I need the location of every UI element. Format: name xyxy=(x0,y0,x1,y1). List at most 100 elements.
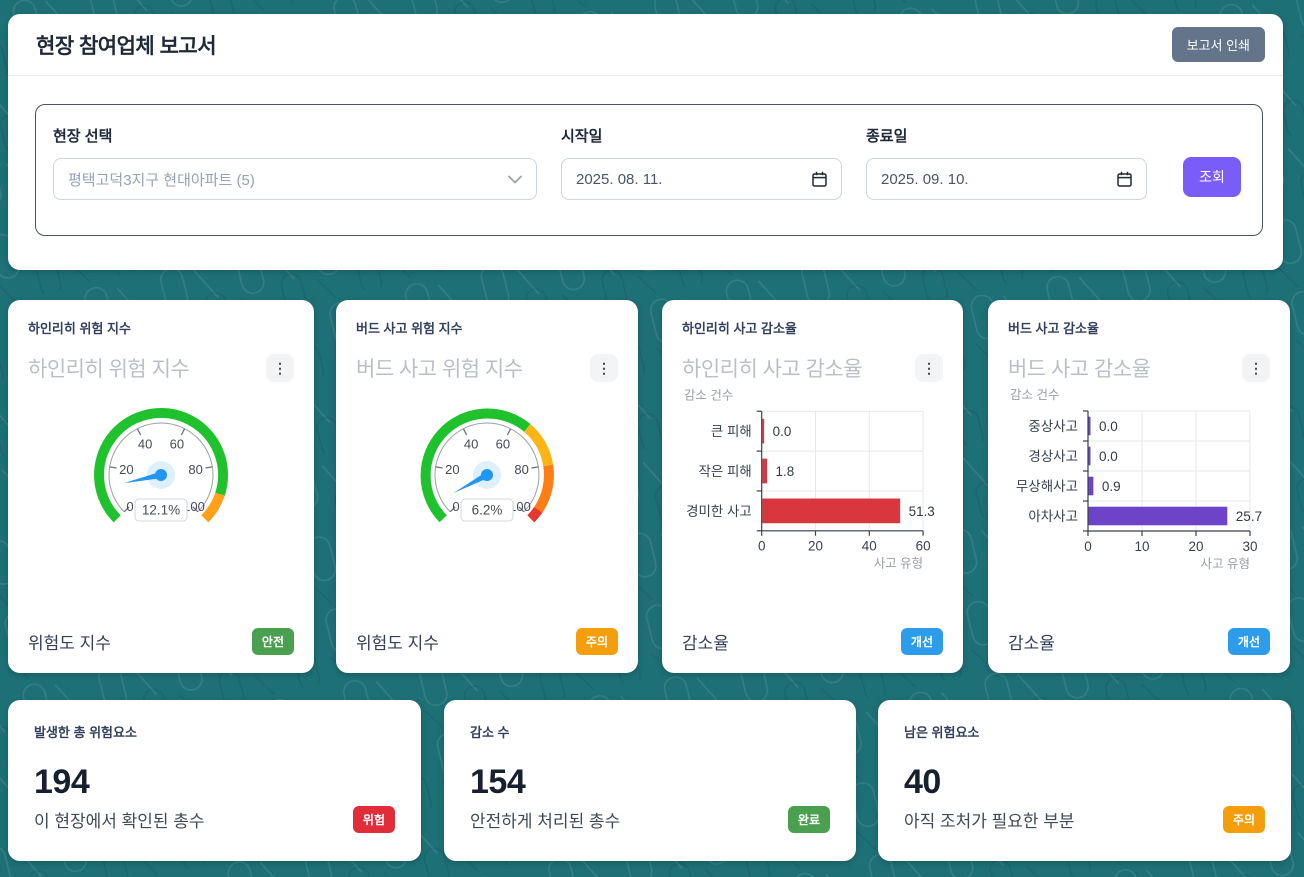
svg-text:감소 건수: 감소 건수 xyxy=(1010,388,1059,402)
svg-text:0.0: 0.0 xyxy=(773,424,792,439)
svg-text:10: 10 xyxy=(1134,539,1149,554)
stat-value: 154 xyxy=(470,763,526,801)
svg-text:0: 0 xyxy=(1084,539,1092,554)
status-badge: 주의 xyxy=(1222,806,1265,833)
heinrich-risk-gauge: 0 20 40 60 80 100 12.1% xyxy=(28,387,294,559)
start-date-label: 시작일 xyxy=(561,128,603,145)
status-badge: 개선 xyxy=(900,628,943,655)
report-panel: 현장 참여업체 보고서 보고서 인쇄 현장 선택 평택고덕3지구 현대아파트 (… xyxy=(8,14,1283,270)
heinrich-reduction-card: 하인리히 사고 감소율 하인리히 사고 감소율 ⋮ 감소 건수 0.0 큰 피해 1.… xyxy=(662,300,963,673)
status-badge: 개선 xyxy=(1227,628,1270,655)
svg-text:80: 80 xyxy=(514,462,528,477)
svg-text:사고 유형: 사고 유형 xyxy=(874,557,923,569)
svg-text:경상사고: 경상사고 xyxy=(1028,449,1078,464)
calendar-icon xyxy=(812,171,827,187)
svg-text:51.3: 51.3 xyxy=(909,504,935,519)
svg-text:40: 40 xyxy=(862,539,877,554)
svg-text:0.9: 0.9 xyxy=(1102,479,1121,494)
chart-title: 하인리히 위험 지수 xyxy=(28,358,190,381)
start-date-value: 2025. 08. 11. xyxy=(576,170,663,188)
svg-text:20: 20 xyxy=(445,462,459,477)
calendar-icon xyxy=(1117,171,1132,187)
status-badge: 안전 xyxy=(251,628,294,655)
start-date-field: 시작일 2025. 08. 11. xyxy=(561,125,842,235)
svg-text:사고 유형: 사고 유형 xyxy=(1201,557,1250,569)
svg-text:0.0: 0.0 xyxy=(1099,449,1118,464)
svg-text:100: 100 xyxy=(509,499,531,514)
footer-label: 감소율 xyxy=(1008,634,1055,653)
reduced-count-card: 감소 수 154 안전하게 처리된 총수 완료 xyxy=(444,700,856,861)
kebab-menu-icon[interactable]: ⋮ xyxy=(1242,354,1270,382)
end-date-field: 종료일 2025. 09. 10. xyxy=(866,125,1147,235)
bird-risk-index-card: 버드 사고 위험 지수 버드 사고 위험 지수 ⋮ 0 20 40 60 80 100 6.… xyxy=(336,300,638,673)
stat-label: 남은 위험요소 xyxy=(904,725,980,740)
site-select-field: 현장 선택 평택고덕3지구 현대아파트 (5) xyxy=(53,125,537,235)
status-badge: 위험 xyxy=(352,806,395,833)
svg-text:0: 0 xyxy=(452,499,459,514)
end-date-label: 종료일 xyxy=(866,128,908,145)
svg-text:1.8: 1.8 xyxy=(776,464,795,479)
svg-text:20: 20 xyxy=(1188,539,1203,554)
svg-text:40: 40 xyxy=(464,436,478,451)
chart-title: 버드 사고 감소율 xyxy=(1008,358,1151,381)
heinrich-reduction-bar-chart: 감소 건수 0.0 큰 피해 1.8 작은 피해 51.3 경미한 사고 0 20 40 60 사고 … xyxy=(682,387,943,569)
bird-reduction-bar-chart: 감소 건수 0.0 중상사고 0.0 경상사고 0.9 무상해사고 25.7 아차사고 0 10 20… xyxy=(1008,387,1270,569)
print-report-button[interactable]: 보고서 인쇄 xyxy=(1171,27,1265,62)
chart-title: 하인리히 사고 감소율 xyxy=(682,358,863,381)
total-hazards-card: 발생한 총 위험요소 194 이 현장에서 확인된 총수 위험 xyxy=(8,700,421,861)
svg-text:60: 60 xyxy=(496,436,510,451)
card-label: 하인리히 위험 지수 xyxy=(28,321,131,336)
page-title: 현장 참여업체 보고서 xyxy=(36,34,217,58)
chart-title: 버드 사고 위험 지수 xyxy=(356,358,523,381)
end-date-value: 2025. 09. 10. xyxy=(881,170,969,188)
bird-risk-gauge: 0 20 40 60 80 100 6.2% xyxy=(356,387,618,559)
svg-text:감소 건수: 감소 건수 xyxy=(684,388,733,402)
svg-text:0: 0 xyxy=(126,499,133,514)
svg-text:큰 피해: 큰 피해 xyxy=(711,424,752,439)
svg-text:30: 30 xyxy=(1242,539,1257,554)
search-button[interactable]: 조회 xyxy=(1183,157,1241,197)
stat-description: 안전하게 처리된 총수 xyxy=(470,812,621,831)
svg-text:80: 80 xyxy=(188,462,202,477)
stat-label: 감소 수 xyxy=(470,725,510,740)
svg-text:0.0: 0.0 xyxy=(1099,419,1118,434)
stat-description: 이 현장에서 확인된 총수 xyxy=(34,812,205,831)
footer-label: 위험도 지수 xyxy=(356,634,439,653)
svg-text:아차사고: 아차사고 xyxy=(1028,509,1078,524)
card-label: 버드 사고 감소율 xyxy=(1008,321,1099,336)
svg-text:25.7: 25.7 xyxy=(1236,509,1262,524)
card-label: 하인리히 사고 감소율 xyxy=(682,321,797,336)
heinrich-risk-index-card: 하인리히 위험 지수 하인리히 위험 지수 ⋮ 0 20 40 60 80 100 12.1… xyxy=(8,300,314,673)
svg-text:40: 40 xyxy=(138,436,152,451)
start-date-input[interactable]: 2025. 08. 11. xyxy=(561,158,842,200)
bird-reduction-card: 버드 사고 감소율 버드 사고 감소율 ⋮ 감소 건수 0.0 중상사고 0.0 경상사… xyxy=(988,300,1290,673)
kebab-menu-icon[interactable]: ⋮ xyxy=(266,354,294,382)
svg-text:60: 60 xyxy=(170,436,184,451)
filter-box: 현장 선택 평택고덕3지구 현대아파트 (5) 시작일 2025. 08. 11… xyxy=(35,104,1263,236)
svg-text:100: 100 xyxy=(183,499,205,514)
stat-label: 발생한 총 위험요소 xyxy=(34,725,137,740)
svg-text:20: 20 xyxy=(808,539,823,554)
footer-label: 감소율 xyxy=(682,634,729,653)
stat-description: 아직 조처가 필요한 부분 xyxy=(904,812,1075,831)
svg-text:0: 0 xyxy=(758,539,765,554)
svg-text:20: 20 xyxy=(119,462,133,477)
card-label: 버드 사고 위험 지수 xyxy=(356,321,463,336)
svg-text:작은 피해: 작은 피해 xyxy=(699,464,752,479)
status-badge: 완료 xyxy=(787,806,830,833)
site-select-value: 평택고덕3지구 현대아파트 (5) xyxy=(68,171,255,189)
status-badge: 주의 xyxy=(575,628,618,655)
stat-value: 194 xyxy=(34,763,90,801)
svg-text:중상사고: 중상사고 xyxy=(1028,419,1078,434)
svg-text:12.1%: 12.1% xyxy=(142,503,180,518)
svg-text:경미한 사고: 경미한 사고 xyxy=(686,504,752,519)
chevron-down-icon xyxy=(508,175,522,184)
svg-text:무상해사고: 무상해사고 xyxy=(1016,479,1078,494)
footer-label: 위험도 지수 xyxy=(28,634,111,653)
end-date-input[interactable]: 2025. 09. 10. xyxy=(866,158,1147,200)
kebab-menu-icon[interactable]: ⋮ xyxy=(590,354,618,382)
site-select[interactable]: 평택고덕3지구 현대아파트 (5) xyxy=(53,158,537,200)
svg-text:60: 60 xyxy=(916,539,931,554)
stat-value: 40 xyxy=(904,763,941,801)
kebab-menu-icon[interactable]: ⋮ xyxy=(915,354,943,382)
